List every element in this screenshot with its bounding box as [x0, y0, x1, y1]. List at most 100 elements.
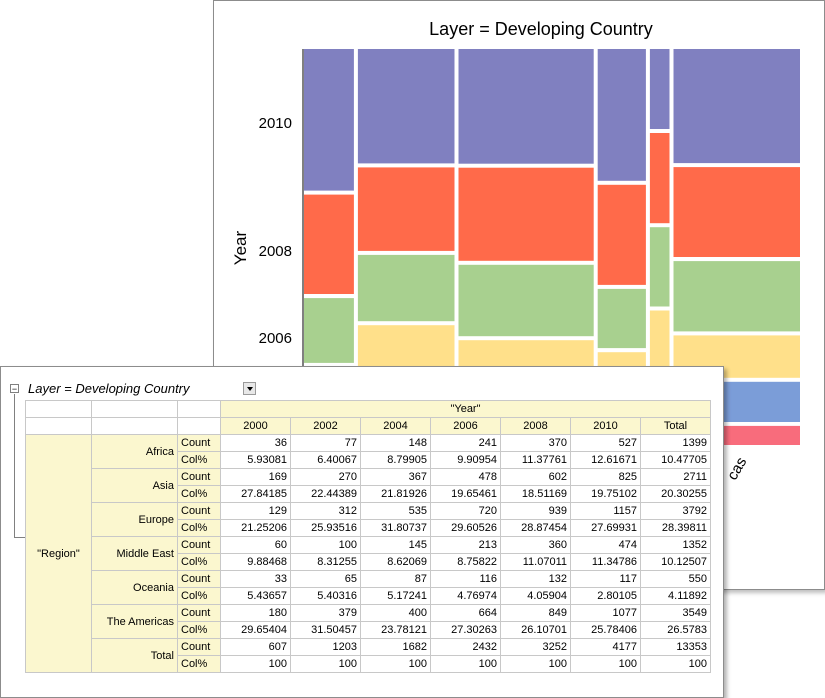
stat-label-count: Count [177, 434, 221, 452]
colpct-cell: 23.78121 [360, 621, 431, 639]
count-cell: 4177 [570, 638, 641, 656]
stat-label-count: Count [177, 604, 221, 622]
count-cell: 825 [570, 468, 641, 486]
corner-cell [25, 417, 92, 435]
y-tick-label: 2006 [259, 330, 292, 347]
colpct-cell: 19.65461 [430, 485, 501, 503]
chart-title: Layer = Developing Country [429, 19, 653, 39]
column-header-year: Total [640, 417, 711, 435]
colpct-cell: 10.12507 [640, 553, 711, 571]
count-cell: 129 [220, 502, 291, 520]
colpct-cell: 8.79905 [360, 451, 431, 469]
collapse-icon[interactable]: − [10, 384, 19, 394]
count-cell: 213 [430, 536, 501, 554]
table-row: Total Count 607 1203 1682 2432 3252 4177 13353 [26, 638, 711, 673]
colpct-cell: 28.39811 [640, 519, 711, 537]
region-label: Total [91, 638, 178, 673]
count-cell: 367 [360, 468, 431, 486]
colpct-cell: 100 [360, 655, 431, 673]
table-row: Middle East Count 60 100 145 213 360 474 1352 [26, 536, 711, 571]
corner-cell [177, 400, 221, 418]
crosstab-window[interactable]: − Layer = Developing Country "Year" 2000 2… [0, 366, 724, 698]
count-cell: 116 [430, 570, 501, 588]
region-label: Middle East [91, 536, 178, 571]
colpct-cell: 27.69931 [570, 519, 641, 537]
colpct-cell: 11.34786 [570, 553, 641, 571]
count-cell: 13353 [640, 638, 711, 656]
colpct-cell: 27.84185 [220, 485, 291, 503]
count-cell: 2432 [430, 638, 501, 656]
mosaic-tile-africa-2006 [304, 298, 354, 363]
count-cell: 1203 [290, 638, 361, 656]
count-cell: 87 [360, 570, 431, 588]
stat-label-colpct: Col% [177, 485, 221, 503]
colpct-cell: 9.90954 [430, 451, 501, 469]
colpct-cell: 29.65404 [220, 621, 291, 639]
count-cell: 77 [290, 434, 361, 452]
colpct-cell: 5.43657 [220, 587, 291, 605]
region-label: Asia [91, 468, 178, 503]
mosaic-tile-oceania-2010 [649, 49, 670, 129]
table-row: Col% 27.84185 22.44389 21.81926 19.65461 18.5… [26, 485, 711, 503]
colpct-cell: 27.30263 [430, 621, 501, 639]
colpct-cell: 8.31255 [290, 553, 361, 571]
count-cell: 1352 [640, 536, 711, 554]
region-label: Europe [91, 502, 178, 537]
colpct-cell: 100 [290, 655, 361, 673]
row-group-label: "Region" [25, 434, 92, 673]
colpct-cell: 31.80737 [360, 519, 431, 537]
count-cell: 148 [360, 434, 431, 452]
stat-label-colpct: Col% [177, 655, 221, 673]
table-row: Oceania Count 33 65 87 116 132 117 550 [26, 570, 711, 605]
count-cell: 169 [220, 468, 291, 486]
count-cell: 474 [570, 536, 641, 554]
tree-line [14, 537, 27, 538]
colpct-cell: 8.75822 [430, 553, 501, 571]
count-cell: 132 [500, 570, 571, 588]
count-cell: 312 [290, 502, 361, 520]
count-cell: 720 [430, 502, 501, 520]
corner-cell [91, 417, 178, 435]
table-row: Europe Count 129 312 535 720 939 1157 3792 [26, 502, 711, 537]
mosaic-tile-europe-2010 [458, 49, 594, 164]
colpct-cell: 8.62069 [360, 553, 431, 571]
colpct-cell: 25.78406 [570, 621, 641, 639]
count-cell: 1157 [570, 502, 641, 520]
column-header-year: 2002 [290, 417, 361, 435]
colpct-cell: 21.81926 [360, 485, 431, 503]
count-cell: 550 [640, 570, 711, 588]
colpct-cell: 19.75102 [570, 485, 641, 503]
colpct-cell: 2.80105 [570, 587, 641, 605]
count-cell: 117 [570, 570, 641, 588]
colpct-cell: 9.88468 [220, 553, 291, 571]
colpct-cell: 4.05904 [500, 587, 571, 605]
count-cell: 602 [500, 468, 571, 486]
stat-label-count: Count [177, 536, 221, 554]
mosaic-tile-europe-2008 [458, 167, 594, 261]
colpct-cell: 5.17241 [360, 587, 431, 605]
count-cell: 370 [500, 434, 571, 452]
table-row: Col% 5.43657 5.40316 5.17241 4.76974 4.05904 2… [26, 587, 711, 605]
corner-cell [177, 417, 221, 435]
mosaic-tile-the-americas-2010 [673, 49, 800, 164]
count-cell: 939 [500, 502, 571, 520]
count-cell: 3252 [500, 638, 571, 656]
mosaic-tile-middle-east-2008 [597, 184, 646, 285]
count-cell: 270 [290, 468, 361, 486]
column-header-year: 2004 [360, 417, 431, 435]
stat-label-count: Count [177, 502, 221, 520]
colpct-cell: 11.07011 [500, 553, 571, 571]
plot-area [302, 49, 800, 445]
count-cell: 180 [220, 604, 291, 622]
region-label: The Americas [91, 604, 178, 639]
header-row: 2000 2002 2004 2006 2008 2010 Total [25, 417, 711, 435]
column-header-year: 2010 [570, 417, 641, 435]
count-cell: 379 [290, 604, 361, 622]
count-cell: 1399 [640, 434, 711, 452]
mosaic-chart: Layer = Developing Country Year 2010 200… [231, 19, 800, 483]
mosaic-tile-oceania-2004 [649, 310, 670, 370]
dropdown-arrow-icon[interactable] [243, 382, 256, 395]
colpct-cell: 11.37761 [500, 451, 571, 469]
table-row: Asia Count 169 270 367 478 602 825 2711 [26, 468, 711, 503]
count-cell: 2711 [640, 468, 711, 486]
